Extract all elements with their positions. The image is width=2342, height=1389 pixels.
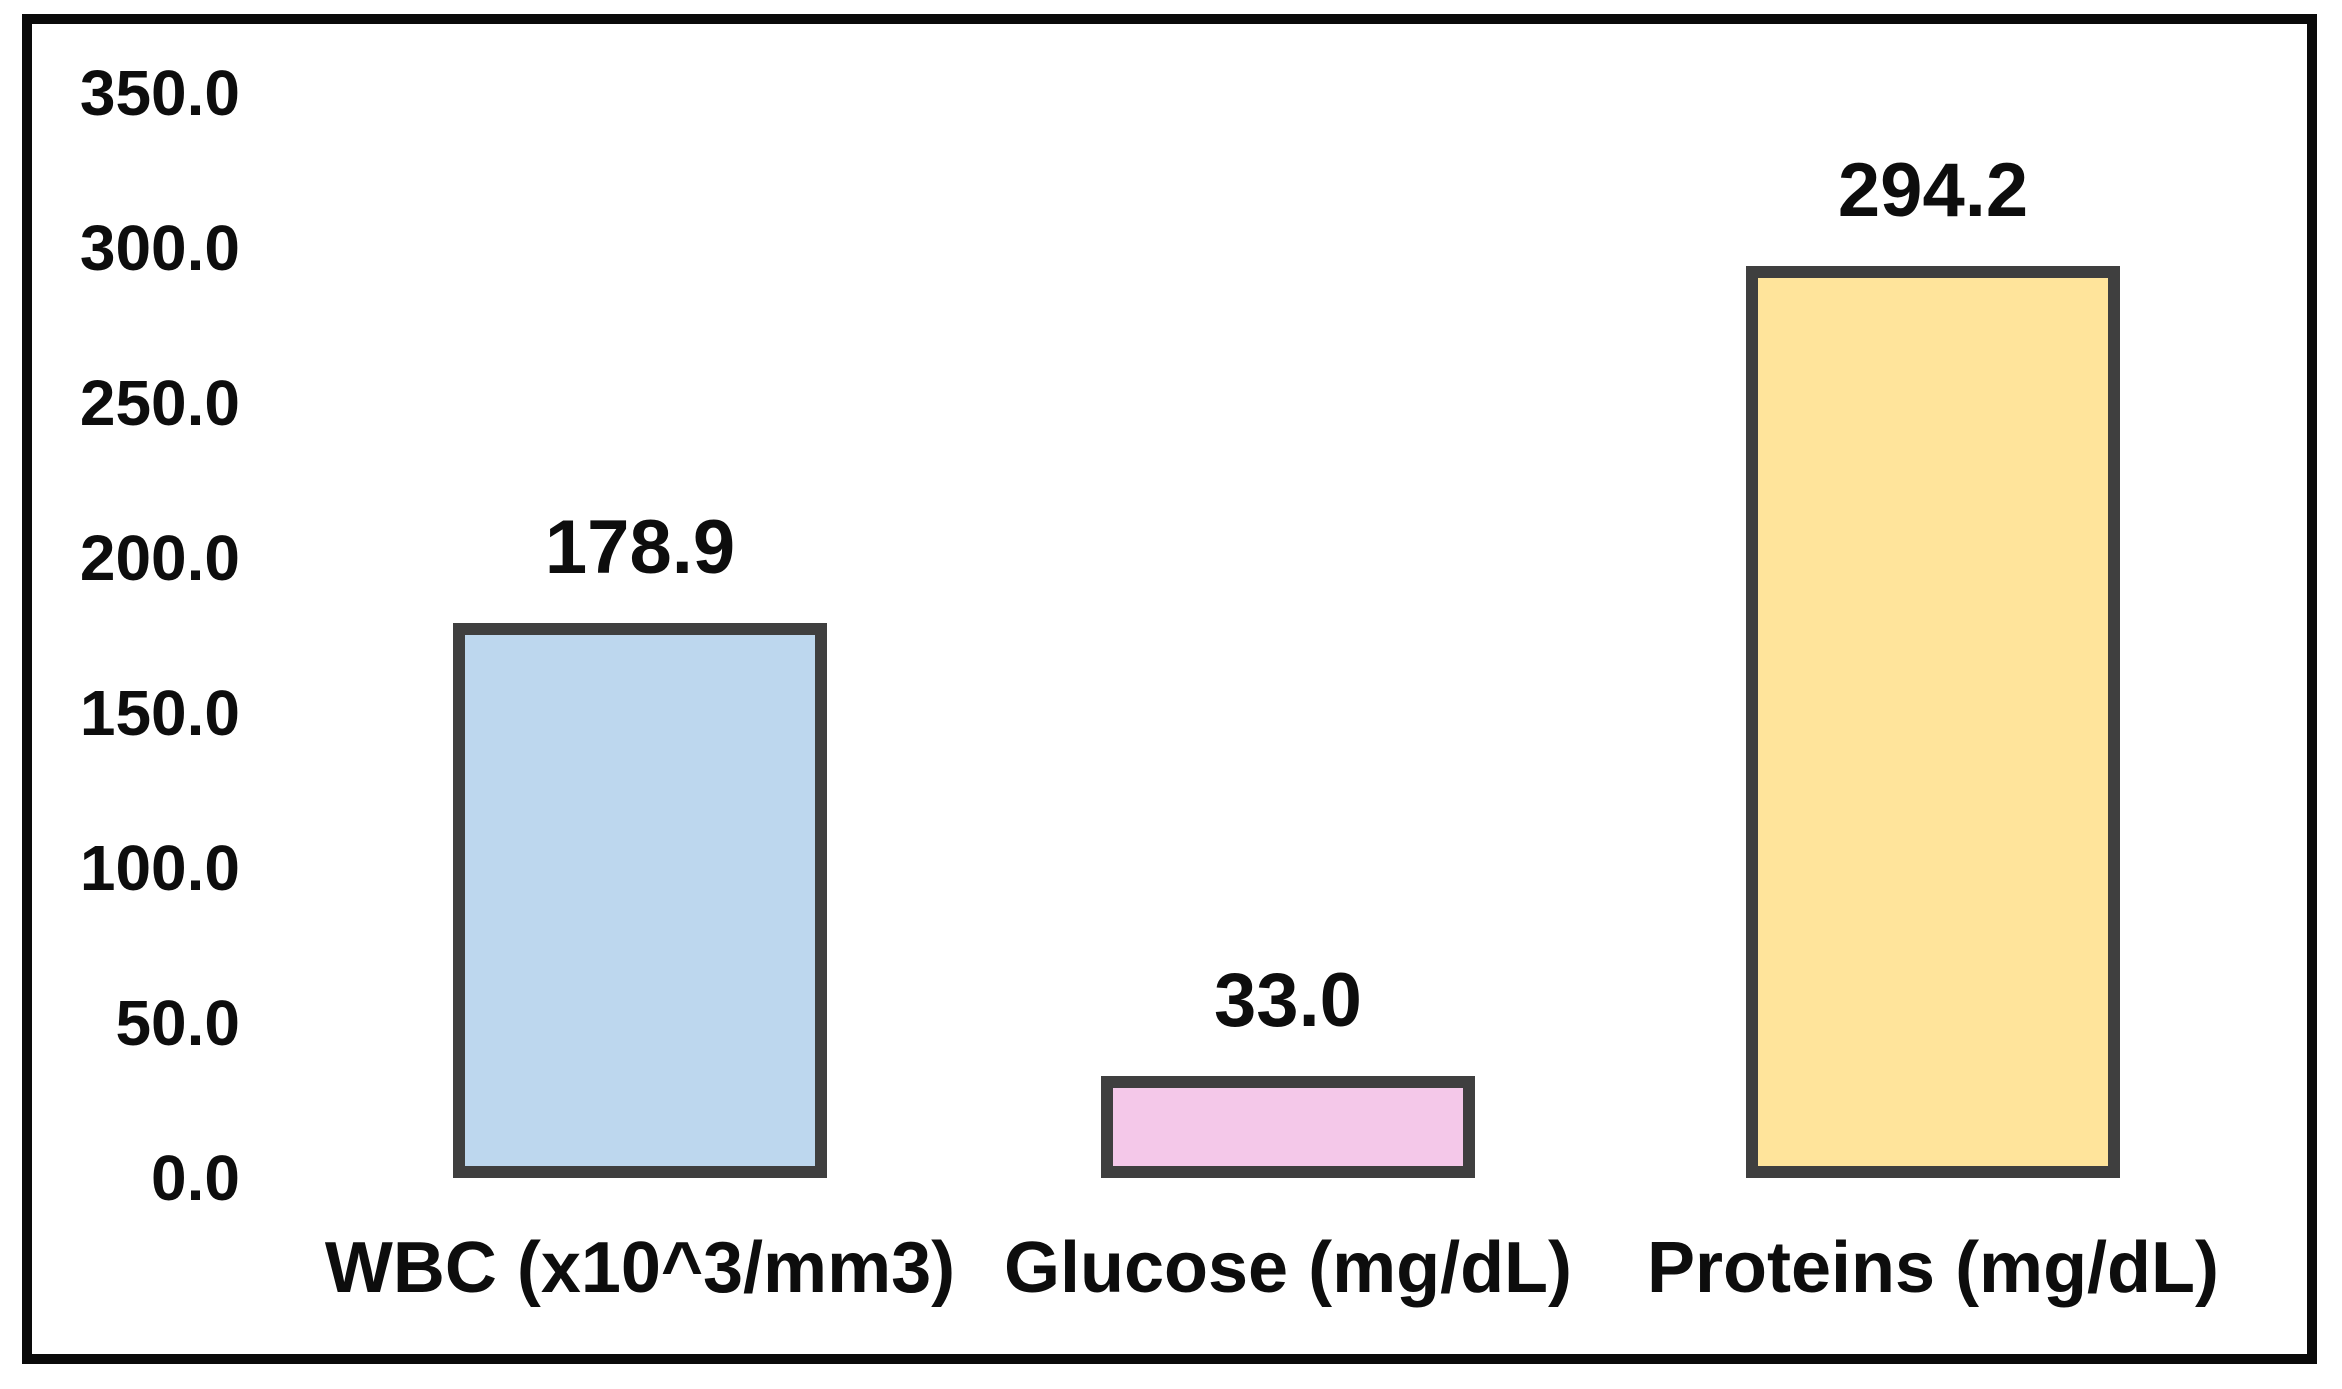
y-tick-label: 300.0 [79,212,240,284]
x-category-label: Proteins (mg/dL) [1647,1228,2219,1308]
y-tick-label: 50.0 [115,987,240,1059]
y-tick-label: 250.0 [79,367,240,439]
bar-value-label: 33.0 [1214,957,1362,1043]
y-tick-label: 200.0 [79,522,240,594]
x-category-label: Glucose (mg/dL) [1003,1228,1573,1308]
y-tick-label: 150.0 [79,677,240,749]
bar [1101,1075,1475,1178]
y-tick-label: 350.0 [79,57,240,129]
bar [1746,265,2120,1178]
y-tick-label: 100.0 [79,832,240,904]
bar-value-label: 294.2 [1837,147,2029,233]
y-tick-label: 0.0 [151,1142,240,1214]
bar [453,623,827,1178]
bar-value-label: 178.9 [544,505,736,591]
x-category-label: WBC (x10^3/mm3) [324,1228,956,1308]
